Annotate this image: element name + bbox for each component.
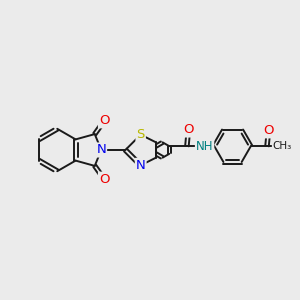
Text: O: O [263, 124, 274, 137]
Text: CH₃: CH₃ [273, 141, 292, 151]
Text: O: O [183, 124, 194, 136]
Text: N: N [96, 143, 106, 157]
Text: O: O [99, 114, 110, 127]
Text: S: S [136, 128, 145, 141]
Text: O: O [99, 172, 110, 186]
Text: N: N [136, 159, 146, 172]
Text: NH: NH [196, 140, 213, 153]
